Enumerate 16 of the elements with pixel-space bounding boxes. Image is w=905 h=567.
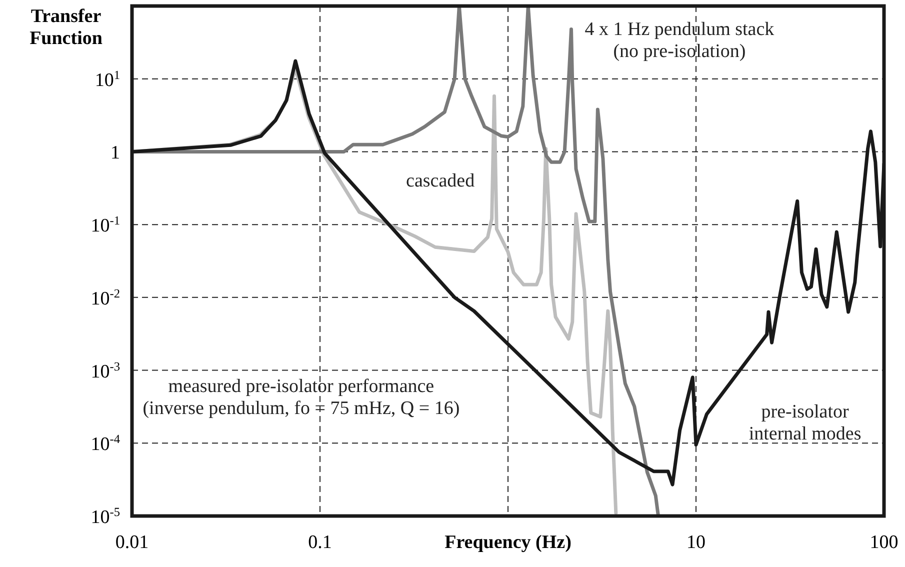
y-axis-title: Transfer Function: [30, 6, 103, 49]
x-tick-label: 100: [870, 532, 898, 553]
x-tick-label: 0.01: [115, 532, 149, 553]
annotation: pre-isolator internal modes: [748, 402, 862, 445]
x-tick-label: 10: [686, 532, 706, 553]
annotation: cascaded: [406, 170, 476, 192]
annotation: 4 x 1 Hz pendulum stack (no pre-isolation): [584, 19, 775, 62]
y-tick-label: 10$^{-3}$: [90, 359, 120, 382]
x-axis-title: Frequency (Hz): [444, 532, 572, 553]
x-tick-label: 0.1: [308, 532, 332, 553]
y-tick-label: 10$^{-5}$: [90, 505, 120, 528]
y-tick-label: 10$^{-4}$: [90, 432, 120, 456]
y-tick-label: 10$^{1}$: [94, 68, 120, 91]
y-tick-label: 1: [110, 142, 120, 164]
y-tick-label: 10$^{-1}$: [90, 214, 120, 237]
y-tick-label: 10$^{-2}$: [90, 286, 120, 310]
